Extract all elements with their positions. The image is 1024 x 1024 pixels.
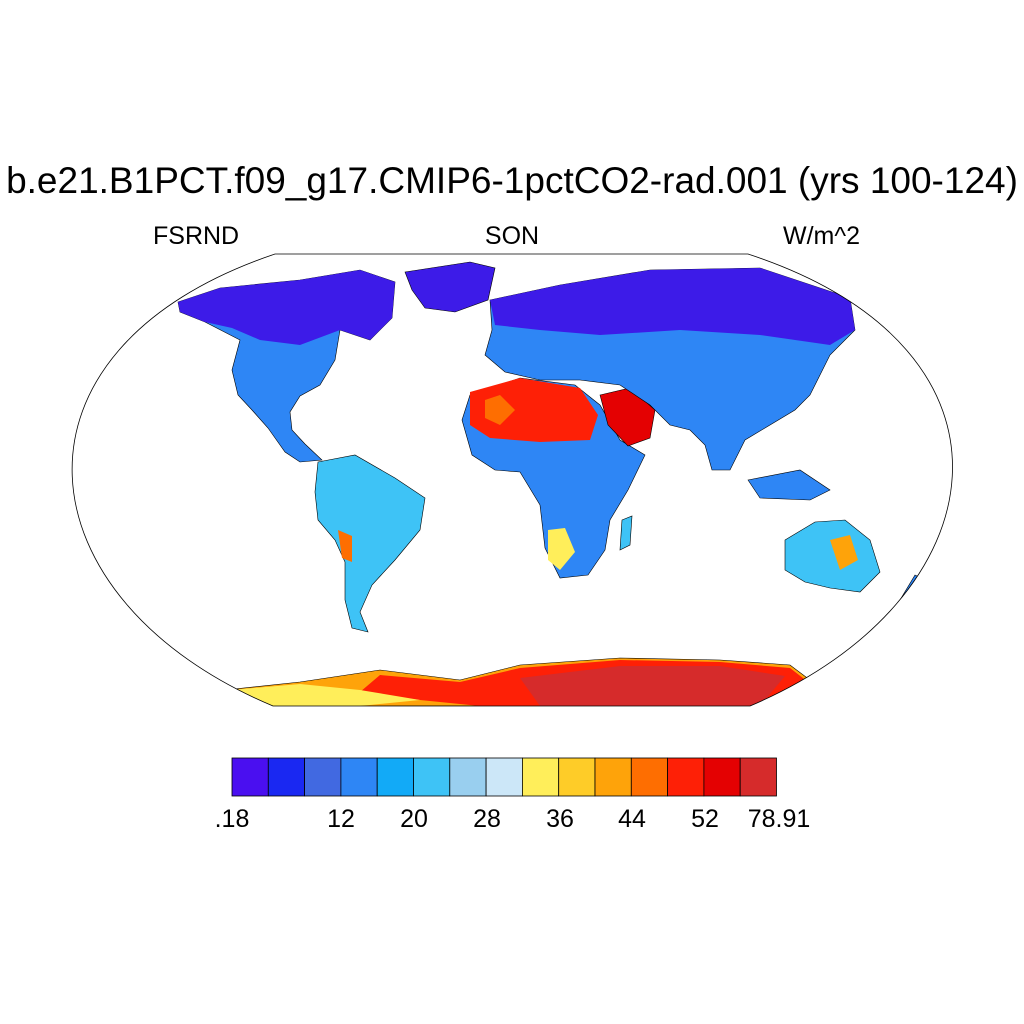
colorbar-label: 78.91 — [748, 805, 811, 833]
colorbar-swatch — [594, 757, 632, 797]
colorbar-label: 36 — [546, 805, 574, 833]
colorbar-swatch — [304, 757, 342, 797]
colorbar-label: 28 — [473, 805, 501, 833]
eurasia-north — [490, 268, 855, 345]
colorbar-swatch — [413, 757, 451, 797]
colorbar-label: .18 — [215, 805, 250, 833]
north-america-north — [178, 270, 395, 345]
colorbar-swatch — [630, 757, 668, 797]
colorbar-swatch — [376, 757, 414, 797]
colorbar-swatch — [267, 757, 305, 797]
colorbar-label: 20 — [400, 805, 428, 833]
variable-label: FSRND — [153, 222, 240, 250]
units-label: W/m^2 — [783, 222, 861, 250]
plot-title: b.e21.B1PCT.f09_g17.CMIP6-1pctCO2-rad.00… — [6, 160, 1018, 201]
colorbar-label: 52 — [691, 805, 719, 833]
indonesia — [747, 469, 831, 501]
colorbar-swatch — [522, 757, 560, 797]
colorbar-swatch — [449, 757, 487, 797]
colorbar-swatch — [485, 757, 523, 797]
colorbar-swatch — [340, 757, 378, 797]
map-border — [71, 253, 953, 707]
sahara — [470, 378, 598, 442]
colorbar-swatch — [739, 757, 777, 797]
greenland — [404, 261, 496, 313]
colorbar-label: 44 — [618, 805, 646, 833]
south-america — [314, 454, 426, 633]
australia — [784, 519, 881, 593]
colorbar-swatch — [231, 757, 269, 797]
madagascar — [619, 515, 633, 551]
season-label: SON — [484, 222, 540, 250]
colorbar-swatch — [558, 757, 596, 797]
colorbar-swatch — [703, 757, 741, 797]
colorbar-swatch — [667, 757, 705, 797]
colorbar-label: 12 — [327, 805, 355, 833]
